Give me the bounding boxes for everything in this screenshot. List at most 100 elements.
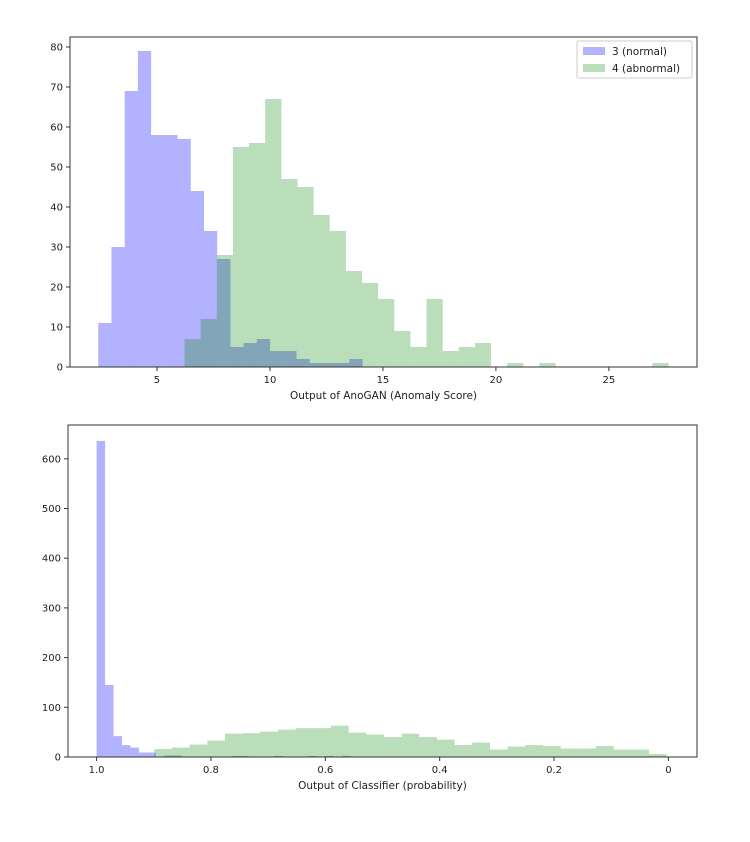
histogram-bar	[171, 747, 190, 757]
histogram-bar	[270, 351, 284, 367]
histogram-bar	[242, 733, 261, 757]
x-tick-label: 0.2	[546, 765, 562, 776]
histogram-bar	[277, 729, 296, 757]
histogram-bar	[184, 339, 201, 367]
histogram-bar	[296, 359, 310, 367]
histogram-bar	[121, 745, 131, 757]
histogram-bar	[216, 255, 233, 367]
histogram-bar	[383, 737, 402, 757]
histogram-bar	[232, 147, 250, 367]
histogram-bar	[137, 51, 152, 367]
axes-frame	[67, 424, 698, 758]
histogram-bar	[472, 742, 491, 757]
histogram-bar	[243, 343, 257, 367]
histogram-bar	[111, 247, 125, 367]
histogram-bar	[200, 319, 217, 367]
y-tick-label: 0	[55, 753, 61, 764]
x-tick-label: 10	[264, 375, 277, 386]
histogram-bar	[203, 231, 218, 367]
y-tick-label: 600	[42, 454, 61, 465]
histogram-bar	[349, 359, 363, 367]
y-tick-label: 20	[50, 283, 63, 294]
histogram-bar	[507, 363, 524, 367]
histogram-bar	[419, 737, 437, 757]
y-tick-label: 10	[50, 323, 63, 334]
histogram-bar	[313, 728, 331, 757]
x-axis-label: Output of AnoGAN (Anomaly Score)	[290, 390, 477, 402]
histogram-bar	[154, 749, 172, 757]
histogram-bar	[474, 343, 492, 367]
histogram-bar	[560, 748, 579, 757]
y-tick-label: 80	[50, 43, 63, 54]
series-0-bars	[96, 440, 351, 757]
histogram-bar	[454, 745, 473, 757]
histogram-bar	[348, 732, 367, 757]
histogram-bar	[649, 754, 667, 757]
histogram-bar	[230, 347, 244, 367]
x-tick-label: 20	[490, 375, 503, 386]
histogram-bar	[217, 259, 231, 367]
histogram-bar	[309, 363, 323, 367]
histogram-bar	[442, 351, 459, 367]
histogram-bar	[436, 739, 455, 757]
histogram-bar	[490, 749, 508, 757]
y-tick-label: 50	[50, 163, 63, 174]
histogram-bar	[96, 440, 106, 757]
histogram-bar	[578, 748, 597, 757]
legend-entry: 3 (normal)	[612, 46, 667, 58]
histogram-bar	[265, 99, 282, 367]
histogram-bar	[329, 231, 346, 367]
histogram-bar	[124, 91, 138, 367]
histogram-bar	[613, 749, 632, 757]
classifier-histogram: 1.0 0.8 0.6 0.4 0.2 0 0 100 200 300 400 500 600 Outpu…	[42, 424, 698, 792]
y-tick-label: 40	[50, 203, 63, 214]
legend-box	[576, 40, 693, 79]
y-tick-label: 0	[57, 363, 63, 374]
y-tick-label: 200	[42, 653, 61, 664]
histogram-bar	[652, 363, 669, 367]
histogram-bar	[539, 363, 556, 367]
histogram-bar	[345, 271, 363, 367]
x-tick-label: 25	[603, 375, 616, 386]
x-tick-label: 1.0	[89, 765, 105, 776]
histogram-bar	[177, 139, 191, 367]
y-tick-label: 60	[50, 123, 63, 134]
histogram-bar	[525, 745, 544, 757]
histogram-bar	[543, 746, 561, 757]
histogram-bar	[313, 215, 330, 367]
histogram-bar	[596, 746, 614, 757]
histogram-bar	[362, 283, 379, 367]
x-tick-label: 15	[377, 375, 390, 386]
histogram-bar	[366, 734, 384, 757]
histogram-bar	[207, 740, 225, 757]
histogram-bar	[295, 728, 314, 757]
x-tick-label: 0.4	[432, 765, 448, 776]
histogram-bar	[113, 736, 122, 757]
histogram-bar	[281, 179, 298, 367]
histogram-bar	[249, 143, 266, 367]
histogram-bar	[172, 755, 182, 757]
histogram-bar	[458, 347, 475, 367]
legend-swatch	[583, 64, 605, 72]
series-1-bars	[184, 99, 669, 367]
histogram-bar	[151, 135, 165, 367]
histogram-bar	[336, 363, 350, 367]
legend: 3 (normal) 4 (abnormal)	[576, 40, 693, 79]
histogram-bar	[401, 733, 420, 757]
x-tick-label: 0.8	[203, 765, 219, 776]
histogram-bar	[283, 351, 297, 367]
legend-entry: 4 (abnormal)	[612, 63, 680, 75]
histogram-bar	[378, 299, 395, 367]
histogram-bar	[224, 733, 243, 757]
histogram-bar	[164, 135, 178, 367]
series-1-bars	[154, 725, 667, 757]
histogram-bar	[189, 744, 208, 757]
histogram-bar	[256, 339, 271, 367]
y-tick-label: 100	[42, 703, 61, 714]
histogram-bar	[138, 752, 148, 757]
x-tick-label: 0	[665, 765, 671, 776]
histogram-bar	[105, 684, 114, 757]
series-0-bars	[98, 51, 363, 367]
histogram-bar	[507, 746, 526, 757]
